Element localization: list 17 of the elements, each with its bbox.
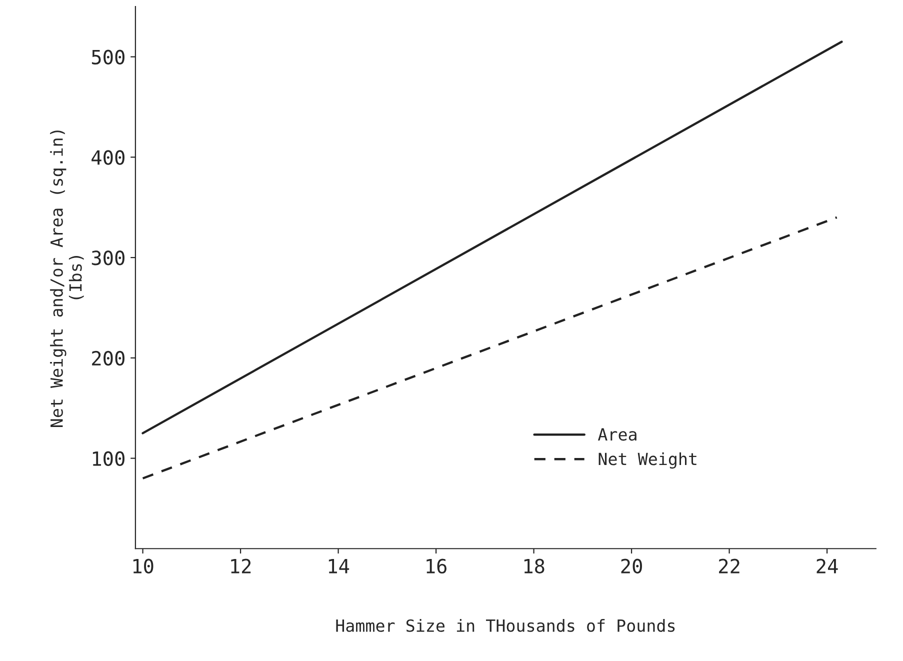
x-tick-label: 24	[816, 558, 838, 574]
x-tick-label: 18	[524, 558, 544, 574]
x-tick-label: 22	[719, 558, 740, 574]
legend-label: Net Weight	[598, 452, 696, 469]
y-tick-label: 500	[92, 50, 124, 65]
x-tick-label: 12	[231, 558, 251, 574]
x-tick-label: 10	[133, 558, 154, 574]
legend-label: Area	[598, 428, 636, 441]
y-tick-label: 100	[92, 451, 124, 466]
y-tick-label: 400	[92, 150, 124, 165]
x-tick-label: 16	[426, 558, 446, 574]
x-tick-label: 14	[328, 559, 350, 574]
y-axis-title: Net Weight and/or Area (sq.in) (Ibs)	[50, 130, 84, 427]
x-axis-title: Hammer Size in THousands of Pounds	[336, 619, 675, 632]
x-tick-label: 20	[621, 558, 642, 574]
y-tick-label: 300	[92, 250, 124, 266]
y-tick-label: 200	[92, 350, 124, 366]
